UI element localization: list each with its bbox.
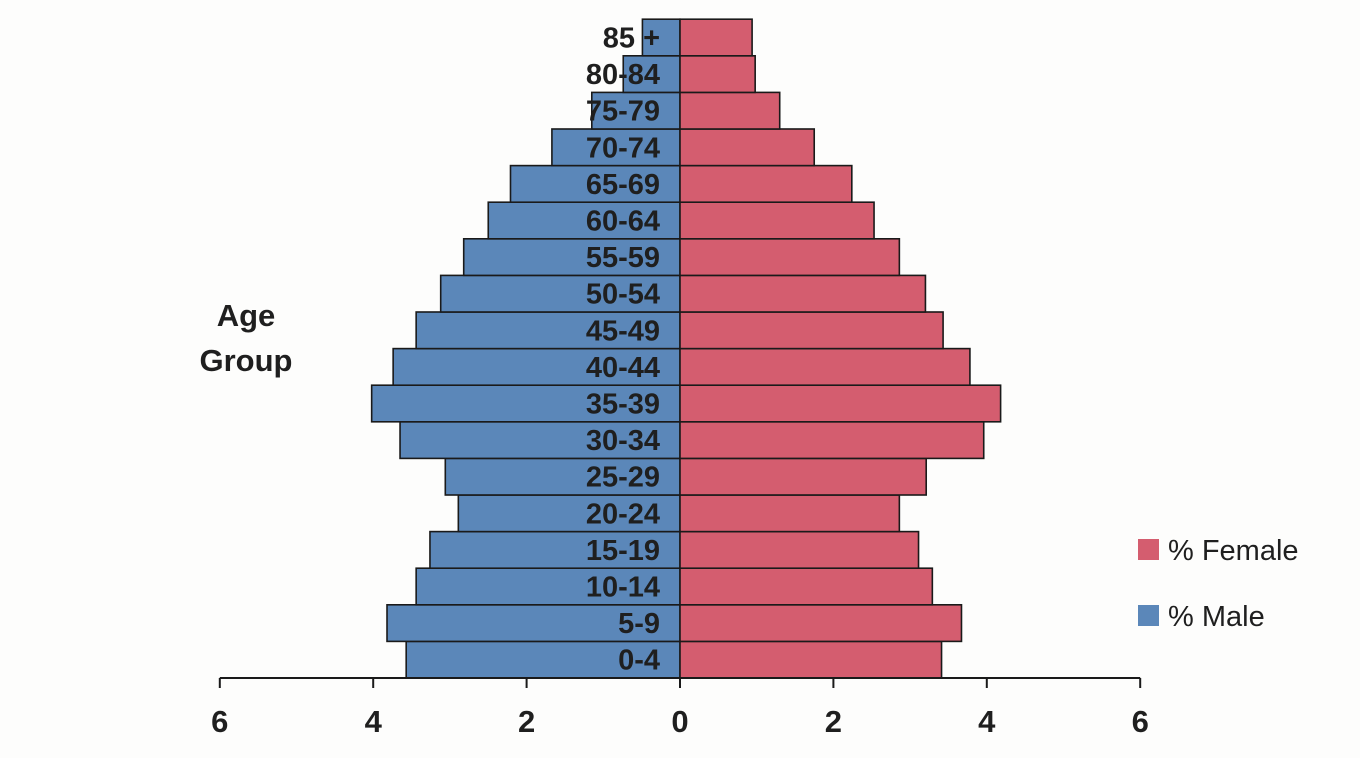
age-label: 80-84 (586, 59, 660, 91)
female-bars (679, 18, 1002, 679)
male-bar-40-44 (392, 347, 681, 387)
male-bar-60-64 (487, 201, 681, 240)
age-label: 65-69 (586, 169, 660, 201)
female-bar-25-29 (679, 457, 928, 496)
male-bar-55-59 (462, 238, 681, 277)
age-label: 25-29 (586, 462, 660, 494)
female-bar-20-24 (679, 494, 901, 533)
female-bar-70-74 (679, 128, 816, 167)
male-bar-35-39 (370, 384, 681, 423)
age-label: 30-34 (586, 425, 660, 457)
female-bar-55-59 (679, 238, 901, 277)
legend-label: % Female (1168, 535, 1299, 567)
female-bar-80-84 (679, 54, 756, 94)
x-tick-label: 2 (825, 704, 842, 739)
age-label: 75-79 (586, 96, 660, 128)
male-bar-25-29 (444, 457, 681, 496)
male-bar-45-49 (415, 311, 681, 350)
age-label: 50-54 (586, 279, 660, 311)
male-bar-20-24 (457, 494, 681, 533)
female-bar-10-14 (679, 567, 934, 606)
x-axis: 6 4 2 0 2 4 6 (211, 677, 1149, 739)
x-tick-label: 6 (1132, 704, 1149, 739)
legend: % Female % Male (1138, 535, 1299, 633)
x-tick-label: 4 (365, 704, 383, 739)
female-bar-60-64 (679, 201, 875, 240)
age-label: 35-39 (586, 389, 660, 421)
age-label: 5-9 (618, 608, 660, 640)
age-label: 40-44 (586, 352, 660, 384)
age-label: 10-14 (586, 572, 660, 604)
legend-label: % Male (1168, 601, 1265, 633)
age-label: 70-74 (586, 132, 660, 164)
age-label: 15-19 (586, 535, 660, 567)
female-bar-45-49 (679, 311, 944, 350)
female-bar-5-9 (679, 603, 963, 643)
male-bar-80-84 (622, 54, 681, 94)
x-tick-label: 4 (978, 704, 996, 739)
age-label: 60-64 (586, 206, 660, 238)
female-bar-40-44 (679, 347, 971, 387)
female-bar-50-54 (679, 274, 927, 313)
female-bar-75-79 (679, 91, 781, 130)
age-label: 20-24 (586, 498, 660, 530)
age-label: 45-49 (586, 315, 660, 347)
male-bar-30-34 (399, 420, 681, 460)
female-bar-0-4 (679, 640, 943, 679)
female-bar-85plus (679, 18, 753, 57)
female-bar-35-39 (679, 384, 1002, 423)
male-bars (370, 18, 681, 679)
male-bar-5-9 (386, 603, 681, 643)
legend-swatch (1138, 605, 1159, 626)
y-axis-label: Age Group (200, 298, 293, 378)
x-tick-label: 0 (671, 704, 688, 739)
x-tick-label: 6 (211, 704, 228, 739)
female-bar-30-34 (679, 420, 985, 460)
x-tick-label: 2 (518, 704, 535, 739)
legend-swatch (1138, 539, 1159, 560)
male-bar-75-79 (590, 91, 681, 130)
age-label: 85 + (603, 23, 660, 55)
female-bar-15-19 (679, 530, 920, 569)
female-bar-65-69 (679, 164, 853, 204)
male-bar-0-4 (405, 640, 681, 679)
age-label: 55-59 (586, 242, 660, 274)
age-label: 0-4 (618, 645, 660, 677)
age-group-labels: 0-4 5-9 10-14 15-19 20-24 25-29 30-34 35-39 40-4… (586, 23, 660, 677)
